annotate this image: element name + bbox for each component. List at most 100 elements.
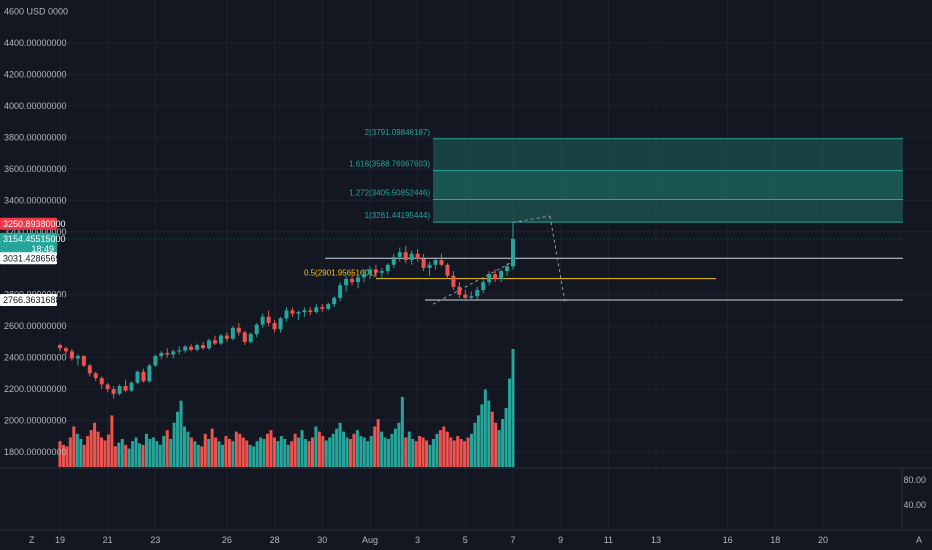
candle-body — [445, 264, 450, 276]
time-tick-label: Aug — [362, 535, 378, 545]
candle-body — [338, 285, 343, 298]
volume-bar — [151, 437, 155, 467]
time-axis[interactable]: 19 21 23 26 28 30 Aug 3 5 7 9 11 13 16 18 20 — [55, 535, 828, 545]
volume-bar — [272, 437, 276, 467]
volume-bar — [75, 433, 79, 467]
horizontal-lines[interactable] — [57, 238, 903, 301]
volume-bar — [501, 419, 505, 467]
price-tag — [0, 293, 57, 306]
volume-bar — [431, 438, 435, 467]
candle-body — [308, 310, 313, 312]
candle-body — [314, 307, 319, 312]
volume-bar — [210, 428, 214, 467]
volume-bar — [352, 433, 356, 467]
price-axis-panel — [0, 0, 57, 530]
volume-bar — [290, 441, 294, 467]
volume-bar — [425, 440, 429, 467]
volume-bar — [189, 437, 193, 467]
projection-line-c — [549, 215, 566, 303]
candle-body — [201, 345, 206, 349]
candle-body — [87, 365, 92, 374]
volume-bar — [82, 444, 86, 467]
price-tag-label: 3250.89380000 — [3, 219, 66, 229]
volume-bar — [124, 444, 128, 467]
volume-bar — [307, 441, 311, 467]
candle-body — [153, 356, 158, 366]
volume-bar — [470, 433, 474, 467]
volume-bar — [110, 415, 114, 467]
volume-bar — [487, 400, 491, 467]
volume-bar — [96, 431, 100, 467]
volume-bar — [182, 426, 186, 467]
volume-bar — [449, 437, 453, 467]
candle-body — [147, 365, 152, 382]
candle-body — [93, 373, 98, 379]
volume-bar — [276, 441, 280, 467]
candle-body — [403, 252, 408, 261]
volume-bar — [138, 443, 142, 467]
volume-bar — [106, 434, 110, 467]
candle-body — [260, 316, 265, 325]
volume-bar — [310, 437, 314, 467]
price-tick-label: 4200.00000000 — [4, 69, 67, 79]
time-tick-label: 26 — [222, 535, 232, 545]
volume-bar — [383, 437, 387, 467]
volume-bar — [442, 426, 446, 467]
auto-scale-icon[interactable]: A — [916, 535, 922, 545]
fib-zone — [433, 199, 903, 223]
volume-bar — [366, 441, 370, 467]
volume-bar — [397, 422, 401, 467]
candle-body — [111, 389, 116, 394]
volume-bar — [283, 438, 287, 467]
candle-body — [218, 335, 223, 344]
candle-body — [254, 324, 259, 335]
volume-bar — [376, 419, 380, 467]
volume-bar — [373, 426, 377, 467]
volume-bar — [504, 408, 508, 467]
volume-bar — [421, 437, 425, 467]
candle-body — [397, 252, 402, 257]
volume-bar — [511, 349, 515, 467]
candle-body — [439, 260, 444, 265]
volume-bar — [414, 441, 418, 467]
volume-bar — [99, 437, 103, 467]
projection-lines[interactable] — [432, 215, 566, 305]
volume-bar — [494, 422, 498, 467]
time-tick-label: 11 — [604, 535, 613, 545]
candle-body — [296, 311, 301, 314]
volume-bar — [342, 431, 346, 467]
price-tick-label-top: 4600 USD 0000 — [4, 7, 68, 17]
volume-bar — [203, 433, 207, 467]
volume-bar — [61, 444, 65, 467]
volume-bar — [324, 440, 328, 467]
volume-bar — [445, 431, 449, 467]
price-tag-countdown: 18:49 — [31, 244, 54, 254]
volume-bar — [93, 422, 97, 467]
candle-body — [379, 271, 384, 273]
volume-bar — [473, 422, 477, 467]
volume-bar — [113, 446, 117, 467]
price-axis[interactable]: 4600 USD 0000 4400.00000000 4200.00000000 4… — [4, 7, 68, 457]
fib-level-label: 2(3791.09846187) — [365, 128, 431, 137]
candle-body — [189, 346, 194, 350]
time-tick-label: 30 — [317, 535, 327, 545]
price-tick-label: 2200.00000000 — [4, 384, 67, 394]
zoom-icon[interactable]: Z — [29, 535, 35, 545]
volume-bar — [86, 436, 90, 467]
volume-bar — [508, 378, 512, 467]
volume-bar — [355, 430, 359, 467]
candle-body — [505, 266, 510, 272]
candle-body — [391, 256, 396, 265]
price-tag — [0, 217, 57, 230]
volume-bar — [165, 430, 169, 467]
volume-bar — [335, 428, 339, 467]
candle-body — [99, 378, 104, 385]
volume-bar — [65, 446, 69, 467]
volume-bar — [68, 437, 72, 467]
volume-bar — [345, 437, 349, 467]
volume-bar — [117, 442, 121, 467]
time-tick-label: 3 — [415, 535, 420, 545]
time-tick-label: 16 — [723, 535, 733, 545]
price-tag — [0, 232, 57, 255]
